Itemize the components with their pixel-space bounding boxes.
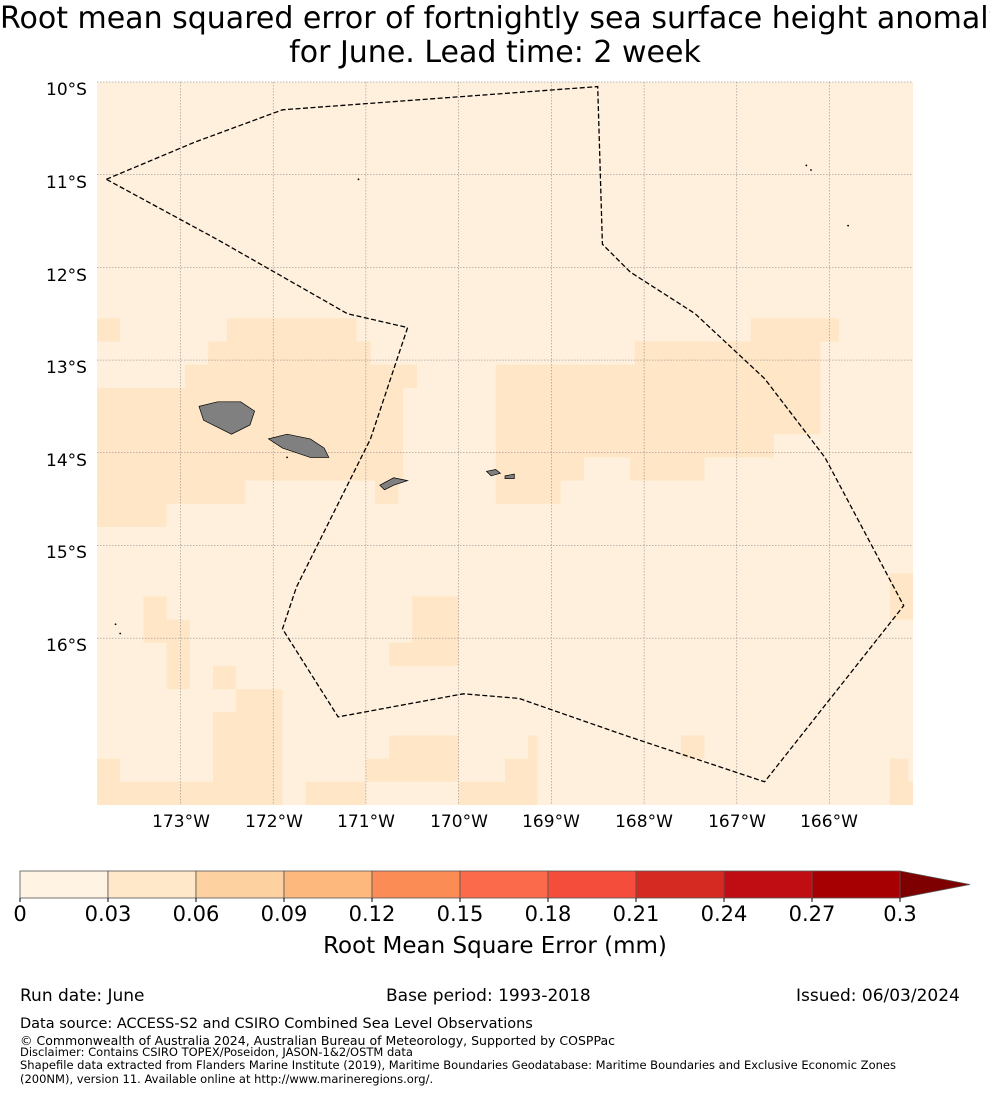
map-title-line1: Root mean squared error of fortnightly s… [0, 1, 990, 36]
colorbar-tick-8: 0.24 [700, 902, 748, 926]
error-cell-12 [166, 642, 190, 690]
colorbar-segment-7 [635, 870, 725, 899]
error-cell-25 [681, 735, 705, 759]
issued-date: Issued: 06/03/2024 [796, 986, 960, 1006]
colorbar-tick-0: 0 [13, 902, 27, 926]
island-2 [379, 477, 409, 491]
map-title: Root mean squared error of fortnightly s… [0, 2, 990, 70]
islet-0 [357, 178, 360, 181]
error-cell-34 [495, 480, 561, 504]
error-cell-23 [505, 758, 538, 782]
island-0 [198, 401, 256, 435]
error-cell-10 [143, 596, 167, 620]
lat-label-15s: 15°S [46, 543, 87, 563]
error-cell-29 [634, 341, 821, 365]
shapefile-credit-line2: (200NM), version 11. Available online at… [20, 1072, 434, 1086]
colorbar-tick-6: 0.18 [524, 902, 572, 926]
error-cell-16 [97, 758, 121, 782]
lon-label-172w: 172°W [245, 812, 303, 832]
error-cell-9 [389, 642, 459, 666]
islet-2 [847, 224, 849, 227]
error-cell-17 [97, 781, 283, 805]
colorbar-tick-5: 0.15 [436, 902, 484, 926]
lon-label-170w: 170°W [430, 812, 488, 832]
colorbar-segment-6 [547, 870, 637, 899]
colorbar-tick-9: 0.27 [788, 902, 836, 926]
colorbar-segment-8 [723, 870, 813, 899]
colorbar-segment-2 [195, 870, 285, 899]
lat-label-13s: 13°S [46, 358, 87, 378]
error-cell-13 [212, 665, 237, 690]
colorbar-segment-3 [283, 870, 373, 899]
colorbar-segment-9 [811, 870, 901, 899]
error-cell-24 [528, 735, 538, 759]
islet-5 [805, 164, 808, 167]
island-1 [267, 433, 330, 458]
colorbar-tick-7: 0.21 [612, 902, 660, 926]
error-cell-6 [97, 503, 167, 527]
colorbar-tick-10: 0.3 [883, 902, 917, 926]
map-title-line2: for June. Lead time: 2 week [289, 35, 701, 70]
colorbar-segment-0 [19, 870, 109, 899]
error-cell-14 [236, 689, 283, 713]
lon-label-167w: 167°W [708, 812, 766, 832]
colorbar-tick-1: 0.03 [84, 902, 132, 926]
islet-3 [119, 632, 122, 635]
error-cell-4 [97, 387, 403, 481]
lat-label-10s: 10°S [46, 80, 87, 100]
error-cell-0 [97, 318, 121, 342]
shapefile-credit: Shapefile data extracted from Flanders M… [20, 1058, 896, 1072]
colorbar-segment-4 [371, 870, 461, 899]
lat-label-16s: 16°S [46, 636, 87, 656]
error-cell-8 [412, 596, 459, 643]
error-cell-1 [226, 318, 357, 342]
error-cell-33 [630, 457, 705, 481]
colorbar-tick-4: 0.12 [348, 902, 396, 926]
lat-label-12s: 12°S [46, 266, 87, 286]
disclaimer: Disclaimer: Contains CSIRO TOPEX/Poseido… [20, 1045, 413, 1059]
error-cell-15 [212, 712, 283, 782]
lon-label-173w: 173°W [152, 812, 210, 832]
colorbar-tick-2: 0.06 [172, 902, 220, 926]
colorbar-segment-5 [459, 870, 549, 899]
error-cell-35 [889, 573, 913, 620]
error-cell-21 [435, 735, 459, 759]
islet-1 [810, 169, 812, 171]
colorbar-label: Root Mean Square Error (mm) [323, 933, 667, 959]
error-cell-11 [143, 619, 190, 643]
data-source: Data source: ACCESS-S2 and CSIRO Combine… [20, 1016, 533, 1032]
error-cell-3 [185, 364, 417, 388]
lon-label-171w: 171°W [337, 812, 395, 832]
colorbar-extend-arrow [899, 870, 971, 899]
islet-4 [114, 623, 117, 626]
lon-label-168w: 168°W [615, 812, 673, 832]
error-cell-19 [365, 758, 459, 782]
error-cell-18 [305, 781, 366, 805]
error-cell-32 [495, 457, 584, 481]
run-date: Run date: June [20, 986, 145, 1006]
lon-label-169w: 169°W [522, 812, 580, 832]
error-cell-5 [97, 480, 246, 504]
error-cell-28 [750, 318, 839, 342]
map-plot-area [97, 81, 913, 805]
lon-label-166w: 166°W [800, 812, 858, 832]
colorbar [19, 870, 971, 902]
colorbar-segment-1 [107, 870, 197, 899]
error-cell-30 [495, 364, 821, 435]
island-3 [485, 469, 502, 477]
error-cell-27 [889, 781, 913, 805]
lat-label-11s: 11°S [46, 173, 87, 193]
island-4 [504, 473, 515, 480]
copyright: © Commonwealth of Australia 2024, Austra… [20, 1033, 615, 1048]
lat-label-14s: 14°S [46, 451, 87, 471]
error-cell-2 [208, 341, 371, 365]
islet-6 [286, 456, 288, 459]
colorbar-tick-3: 0.09 [260, 902, 308, 926]
base-period: Base period: 1993-2018 [386, 986, 591, 1006]
error-cell-22 [458, 781, 538, 805]
error-cell-31 [495, 434, 774, 458]
